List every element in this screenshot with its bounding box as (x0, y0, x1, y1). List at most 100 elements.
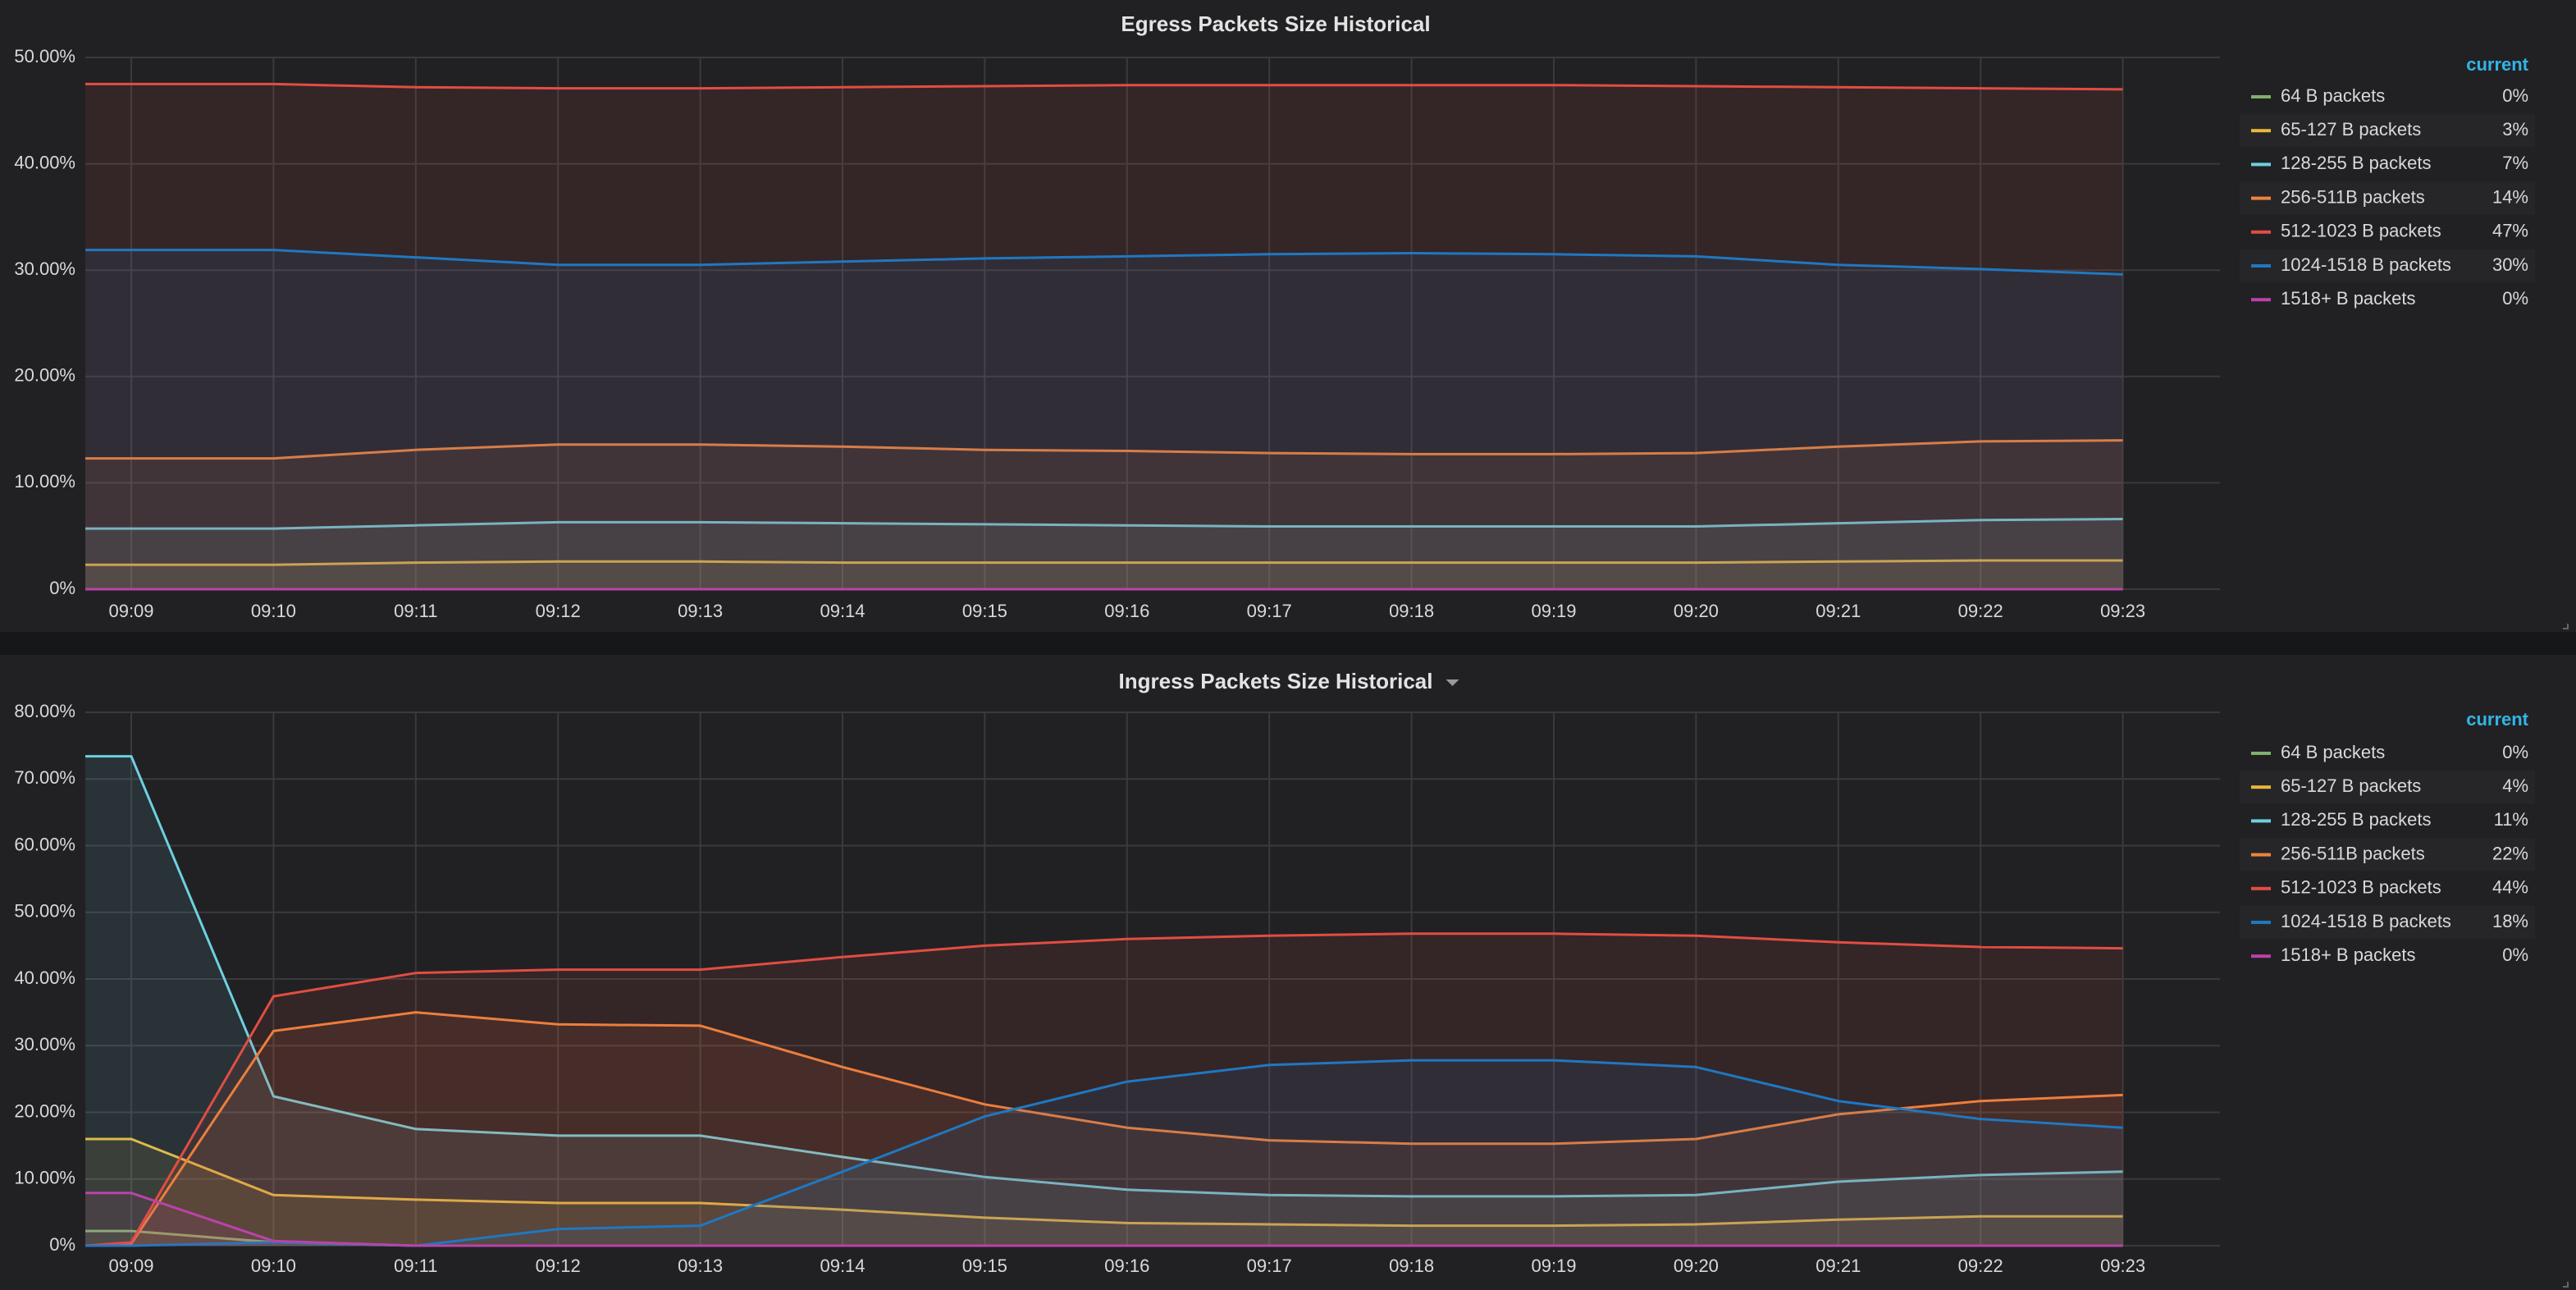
legend-header[interactable]: current (2466, 54, 2528, 75)
area-fill (85, 756, 2123, 1246)
legend-label[interactable]: 64 B packets (2281, 85, 2385, 106)
legend-label[interactable]: 256-511B packets (2281, 186, 2425, 207)
line (85, 755, 2123, 1198)
x-tick-label: 09:09 (108, 601, 153, 621)
x-tick-label: 09:20 (1674, 601, 1719, 621)
y-tick-label: 40.00% (14, 968, 75, 988)
legend-current-value: 14% (2492, 186, 2528, 207)
y-tick-label: 80.00% (14, 701, 75, 721)
x-tick-label: 09:19 (1531, 601, 1576, 621)
legend-swatch (2251, 819, 2271, 823)
title-menu-caret[interactable] (1446, 679, 1459, 686)
y-tick-label: 20.00% (14, 1100, 75, 1121)
legend-current-value: 0% (2502, 742, 2528, 762)
x-tick-label: 09:17 (1247, 601, 1292, 621)
y-tick-label: 70.00% (14, 767, 75, 788)
x-tick-label: 09:11 (394, 601, 437, 621)
area-fill (85, 1012, 2123, 1246)
legend-swatch (2251, 921, 2271, 924)
legend-label[interactable]: 1518+ B packets (2281, 288, 2416, 309)
y-tick-label: 20.00% (14, 365, 75, 386)
area-fill (85, 440, 2123, 589)
area-fill (85, 560, 2123, 589)
legend-row-background (2240, 181, 2535, 215)
y-tick-label: 10.00% (14, 471, 75, 492)
legend-label[interactable]: 1024-1518 B packets (2281, 254, 2451, 275)
line (85, 1192, 2123, 1247)
line (84, 1011, 2123, 1247)
x-tick-label: 09:13 (678, 1256, 723, 1276)
x-tick-label: 09:22 (1958, 1256, 2003, 1276)
area-fill (85, 1139, 2123, 1246)
legend-swatch (2251, 230, 2271, 234)
legend-current-value: 0% (2502, 85, 2528, 106)
legend-swatch (2251, 264, 2271, 268)
line (85, 439, 2123, 460)
legend-current-value: 7% (2502, 153, 2528, 173)
legend-row-background (2240, 906, 2535, 939)
legend-current-value: 18% (2492, 911, 2528, 931)
area-fill (85, 1060, 2123, 1246)
x-tick-label: 09:18 (1389, 601, 1434, 621)
legend-swatch (2251, 785, 2271, 789)
x-tick-label: 09:20 (1674, 1256, 1719, 1276)
x-tick-label: 09:23 (2100, 1256, 2145, 1276)
x-tick-label: 09:14 (820, 1256, 865, 1276)
legend-row-background (2240, 249, 2535, 282)
legend-label[interactable]: 1518+ B packets (2281, 945, 2416, 965)
x-tick-label: 09:10 (251, 601, 296, 621)
legend-label[interactable]: 64 B packets (2281, 742, 2385, 762)
legend-swatch (2251, 129, 2271, 133)
legend-label[interactable]: 65-127 B packets (2281, 775, 2421, 796)
legend-swatch (2251, 853, 2271, 857)
chart-title[interactable]: Ingress Packets Size Historical (1119, 669, 1433, 693)
legend-label[interactable]: 512-1023 B packets (2281, 221, 2441, 241)
legend-current-value: 30% (2492, 254, 2528, 275)
x-tick-label: 09:21 (1816, 1256, 1861, 1276)
x-tick-label: 09:11 (394, 1256, 437, 1276)
y-tick-label: 40.00% (14, 152, 75, 172)
legend-label[interactable]: 65-127 B packets (2281, 119, 2421, 140)
legend-row-background (2240, 771, 2535, 804)
resize-handle[interactable] (2563, 624, 2569, 629)
legend-label[interactable]: 1024-1518 B packets (2281, 911, 2451, 931)
y-tick-label: 30.00% (14, 1034, 75, 1054)
legend-swatch (2251, 886, 2271, 890)
legend-row-background (2240, 838, 2535, 871)
legend-label[interactable]: 128-255 B packets (2281, 153, 2431, 173)
legend-swatch (2251, 196, 2271, 200)
legend-header[interactable]: current (2466, 709, 2528, 730)
legend-current-value: 0% (2502, 945, 2528, 965)
legend-current-value: 11% (2494, 809, 2528, 830)
legend-swatch (2251, 752, 2271, 755)
y-tick-label: 60.00% (14, 834, 75, 854)
area-fill (85, 249, 2123, 589)
legend-label[interactable]: 256-511B packets (2281, 843, 2425, 863)
legend-current-value: 0% (2502, 288, 2528, 309)
legend-swatch (2251, 162, 2271, 167)
y-tick-label: 30.00% (14, 258, 75, 279)
line (85, 1137, 2123, 1228)
chart-title: Egress Packets Size Historical (1121, 11, 1430, 36)
y-tick-label: 50.00% (14, 901, 75, 922)
legend-label[interactable]: 128-255 B packets (2281, 809, 2431, 830)
legend-current-value: 22% (2492, 843, 2528, 863)
x-tick-label: 09:15 (962, 601, 1007, 621)
area-fill (85, 933, 2123, 1246)
line (85, 82, 2123, 91)
x-tick-label: 09:09 (108, 1256, 153, 1276)
x-tick-label: 09:16 (1104, 601, 1149, 621)
x-tick-label: 09:10 (251, 1256, 296, 1276)
x-tick-label: 09:13 (678, 601, 723, 621)
legend-label[interactable]: 512-1023 B packets (2281, 877, 2441, 898)
y-tick-label: 10.00% (14, 1168, 75, 1188)
resize-handle[interactable] (2563, 1282, 2569, 1288)
line (84, 932, 2123, 1247)
legend-current-value: 4% (2502, 775, 2528, 796)
x-tick-label: 09:23 (2100, 601, 2145, 621)
legend-swatch (2251, 954, 2271, 958)
legend-swatch (2251, 95, 2271, 98)
area-fill (85, 1231, 2123, 1246)
